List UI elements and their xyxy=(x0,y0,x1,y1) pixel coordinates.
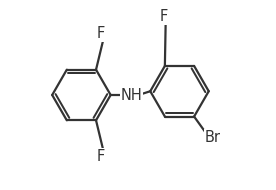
Text: F: F xyxy=(97,26,105,41)
Text: NH: NH xyxy=(121,88,142,102)
Text: F: F xyxy=(159,9,168,24)
Text: Br: Br xyxy=(205,130,221,145)
Text: F: F xyxy=(97,149,105,164)
